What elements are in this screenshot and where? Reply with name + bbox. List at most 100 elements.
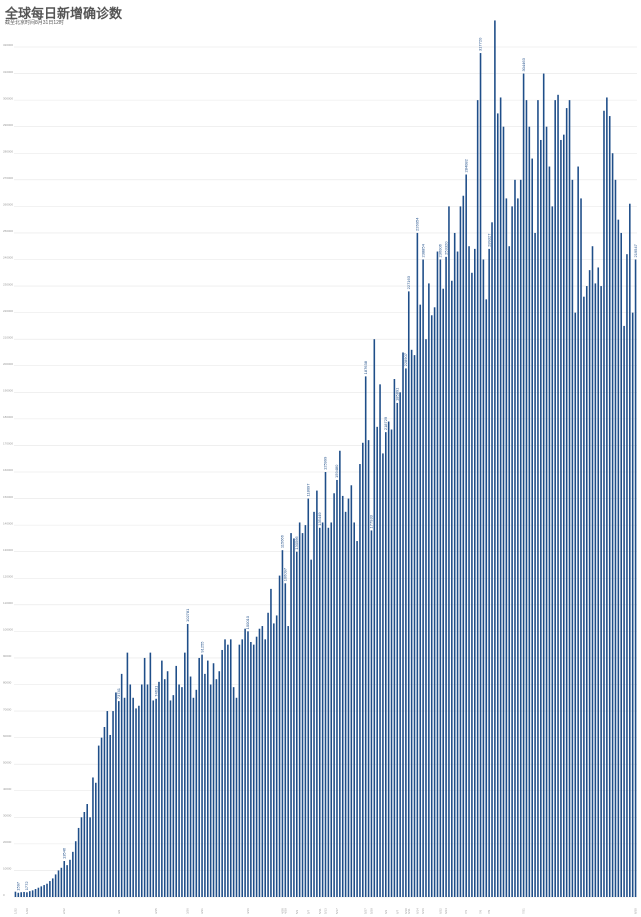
- bar: [439, 259, 442, 897]
- bar: [333, 493, 335, 897]
- y-tick-label: 10000: [3, 867, 12, 871]
- bar: [100, 737, 103, 898]
- data-label: 159480: [334, 464, 339, 478]
- bar: [531, 158, 533, 897]
- bar: [574, 312, 577, 898]
- x-tick-label: 4/28: [280, 908, 284, 914]
- x-tick-label: 6/22: [438, 908, 442, 914]
- bar: [425, 339, 427, 897]
- bar: [115, 692, 117, 897]
- bar: [537, 100, 539, 898]
- bar: [479, 53, 482, 898]
- bar: [218, 671, 221, 897]
- bar: [215, 679, 218, 897]
- y-tick-label: 300000: [3, 96, 13, 100]
- bar: [376, 426, 378, 897]
- bar: [465, 174, 467, 897]
- bar: [37, 887, 40, 897]
- bar: [129, 684, 132, 897]
- bar: [608, 116, 611, 897]
- bar: [448, 206, 450, 898]
- y-tick-label: 80000: [3, 681, 12, 685]
- bar: [330, 522, 333, 897]
- bar: [135, 708, 137, 897]
- bar: [66, 865, 68, 898]
- bar: [161, 660, 163, 897]
- bar: [364, 376, 367, 898]
- bar: [560, 139, 562, 898]
- bar: [72, 851, 74, 897]
- data-label: 115666: [280, 534, 285, 548]
- bar: [474, 248, 476, 898]
- bar: [97, 745, 100, 897]
- x-tick-label: 6/16: [421, 908, 425, 914]
- y-tick-label: 40000: [3, 787, 12, 791]
- bar: [307, 498, 310, 897]
- bar: [241, 639, 244, 897]
- bar: [229, 639, 232, 897]
- bar: [373, 339, 376, 897]
- x-tick-label: 5/27: [364, 908, 368, 914]
- bar: [367, 440, 370, 898]
- x-tick-label: 7/21: [522, 908, 526, 914]
- bar: [198, 657, 200, 897]
- data-label: 1597: [16, 881, 21, 891]
- bar: [517, 198, 519, 897]
- bar: [23, 891, 25, 897]
- bar: [106, 711, 109, 897]
- x-tick-label: 5/29: [369, 908, 373, 914]
- bar: [26, 892, 28, 897]
- bar: [606, 97, 608, 898]
- bar: [468, 246, 470, 898]
- y-tick-label: 220000: [3, 309, 13, 313]
- bar: [565, 108, 568, 898]
- x-tick-label: 5/13: [324, 908, 328, 914]
- x-tick-label: 6/14: [415, 908, 419, 914]
- data-label: 253320: [443, 241, 448, 255]
- x-tick-label: 1/22: [13, 908, 17, 914]
- bar: [588, 270, 591, 898]
- y-tick-label: 30000: [3, 814, 12, 818]
- data-label: 284082: [463, 158, 468, 172]
- bar: [519, 179, 522, 897]
- bar: [442, 288, 444, 898]
- x-tick-label: 7/9: [487, 909, 491, 914]
- chart-subtitle: 截至北京时间8月31日12时: [5, 20, 64, 26]
- bar: [204, 673, 206, 898]
- y-tick-label: 310000: [3, 70, 13, 74]
- bar: [430, 315, 433, 897]
- bar: [611, 153, 614, 897]
- x-tick-label: 6/7: [395, 909, 399, 914]
- bar: [413, 355, 416, 898]
- bar: [316, 490, 318, 897]
- y-tick-label: 0: [3, 893, 5, 897]
- bar: [146, 684, 149, 897]
- bars: [14, 20, 637, 898]
- data-label: 74631: [153, 685, 158, 697]
- bar: [580, 198, 582, 897]
- bar: [390, 429, 393, 897]
- bar: [126, 652, 129, 898]
- bar: [614, 179, 617, 897]
- bar: [459, 206, 462, 898]
- bar: [393, 379, 396, 897]
- y-tick-label: 130000: [3, 548, 13, 552]
- bar: [382, 453, 384, 897]
- bar: [491, 222, 493, 897]
- bar: [522, 73, 525, 897]
- y-tick-label: 190000: [3, 389, 13, 393]
- bar: [172, 695, 175, 898]
- x-axis-ticks: 1/22 1/29 2/12 3/2 3/15 3/26 3/31 4/16 4/284/29 5…: [13, 908, 637, 914]
- bar: [296, 551, 298, 897]
- bar: [583, 296, 585, 897]
- bar: [396, 402, 399, 897]
- data-label: 227163: [406, 275, 411, 289]
- bar: [181, 687, 183, 897]
- bar: [336, 479, 338, 897]
- bar: [324, 472, 327, 897]
- bar: [353, 522, 355, 897]
- bar: [356, 541, 358, 897]
- bar: [563, 134, 565, 897]
- bar: [212, 663, 215, 897]
- bar: [169, 700, 172, 897]
